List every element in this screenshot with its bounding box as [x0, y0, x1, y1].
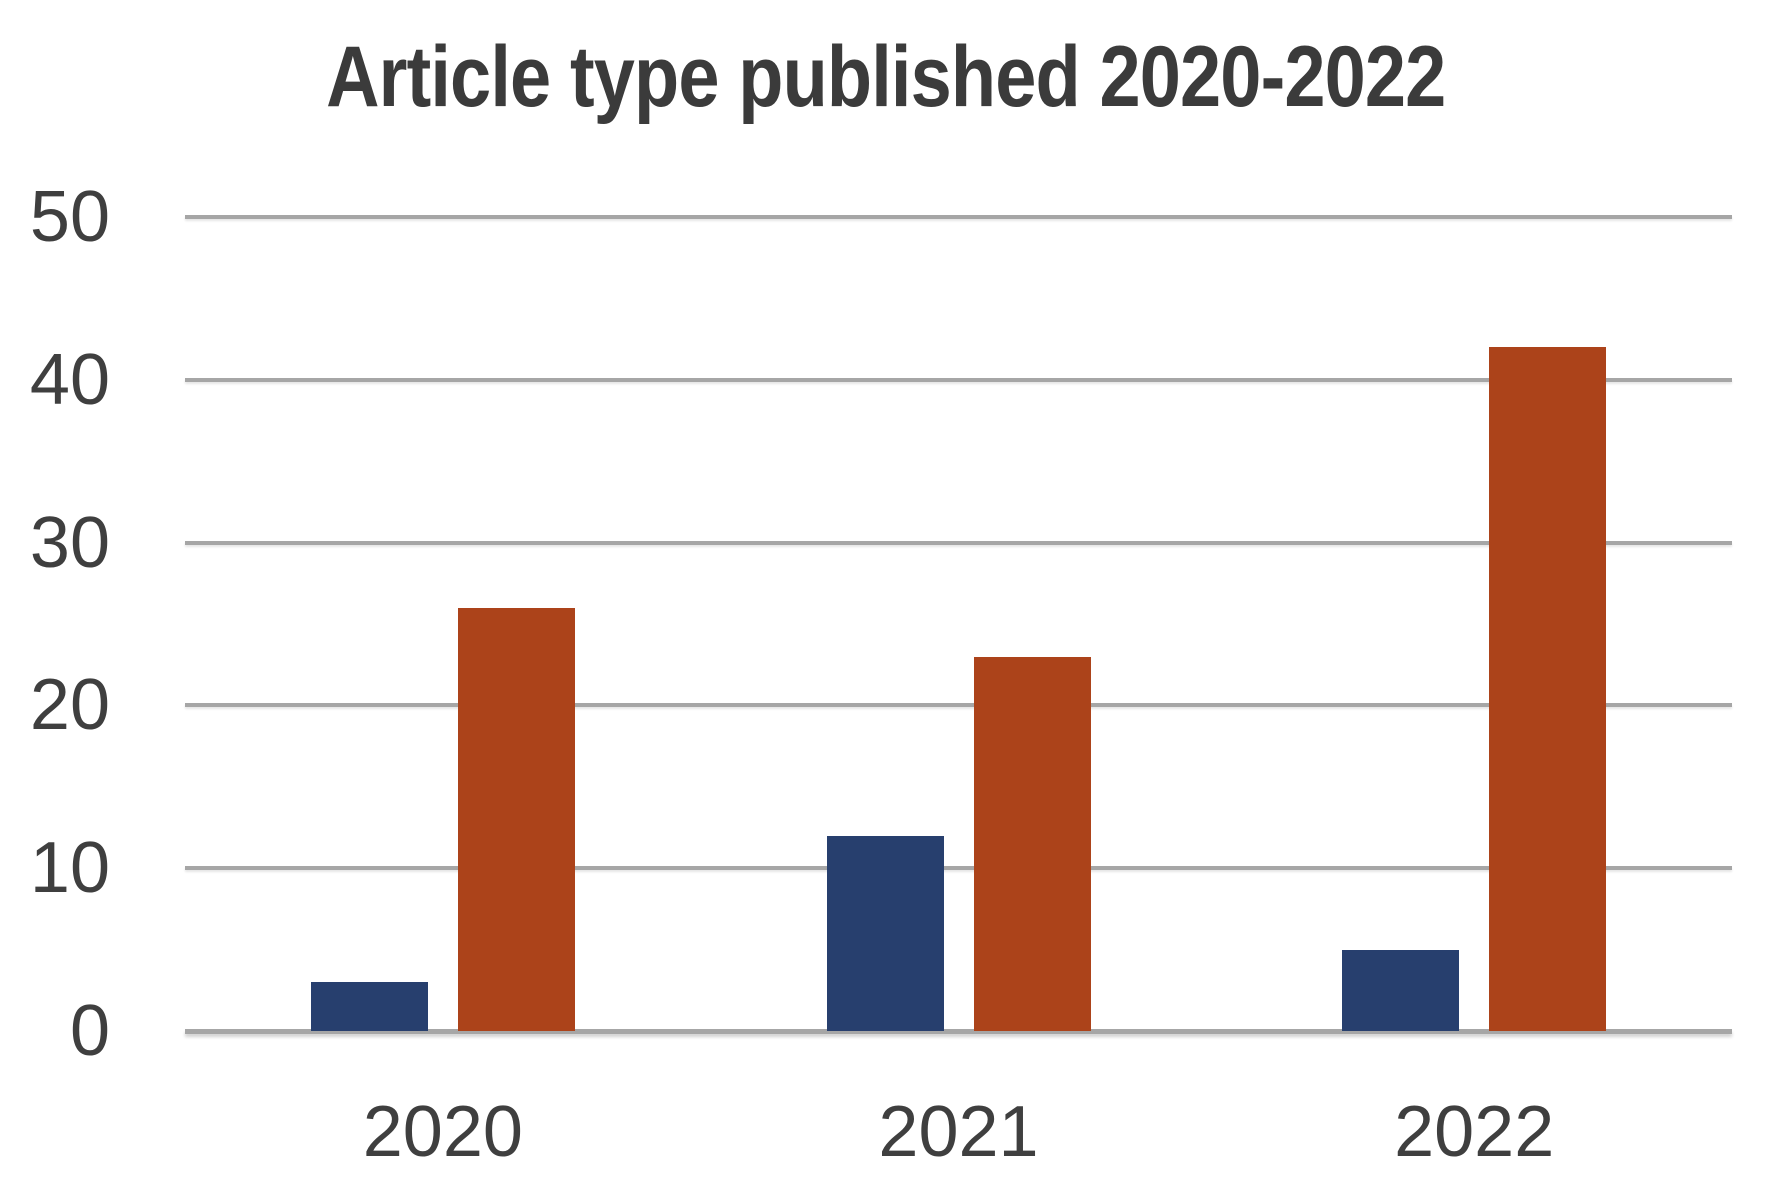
y-axis-label-10: 10 [29, 828, 110, 909]
bar-groups [185, 217, 1732, 1031]
gridline-y-50 [185, 215, 1732, 219]
bar-series2-2022 [1489, 347, 1607, 1031]
x-axis: 2020 2021 2022 [185, 1096, 1732, 1168]
chart-title: Article type published 2020-2022 [0, 34, 1772, 120]
chart-title-text: Article type published 2020-2022 [326, 29, 1446, 125]
y-axis-label-40: 40 [29, 339, 110, 420]
bar-series2-2021 [973, 656, 1091, 1031]
bar-group-2020 [185, 217, 701, 1031]
bar-series2-2020 [457, 607, 575, 1031]
y-axis-label-50: 50 [29, 177, 110, 257]
y-axis-label-20: 20 [29, 665, 110, 746]
gridline-y-20 [185, 703, 1732, 708]
y-axis-label-0: 0 [69, 991, 110, 1071]
y-axis-label-30: 30 [29, 502, 110, 583]
bar-group-2021 [701, 217, 1217, 1031]
gridline-y-30 [185, 540, 1732, 545]
x-axis-label-2020: 2020 [362, 1092, 523, 1172]
plot-area [185, 215, 1732, 1034]
x-axis-label-2022: 2022 [1394, 1092, 1555, 1172]
bar-series1-2020 [310, 982, 428, 1031]
x-axis-label-2021: 2021 [878, 1092, 1039, 1172]
bar-group-2022 [1216, 217, 1732, 1031]
gridline-y-10 [185, 866, 1732, 871]
bar-series1-2021 [826, 835, 944, 1031]
gridline-y-40 [185, 377, 1732, 382]
bar-series1-2022 [1342, 949, 1460, 1031]
gridline-y-0 [185, 1029, 1732, 1034]
